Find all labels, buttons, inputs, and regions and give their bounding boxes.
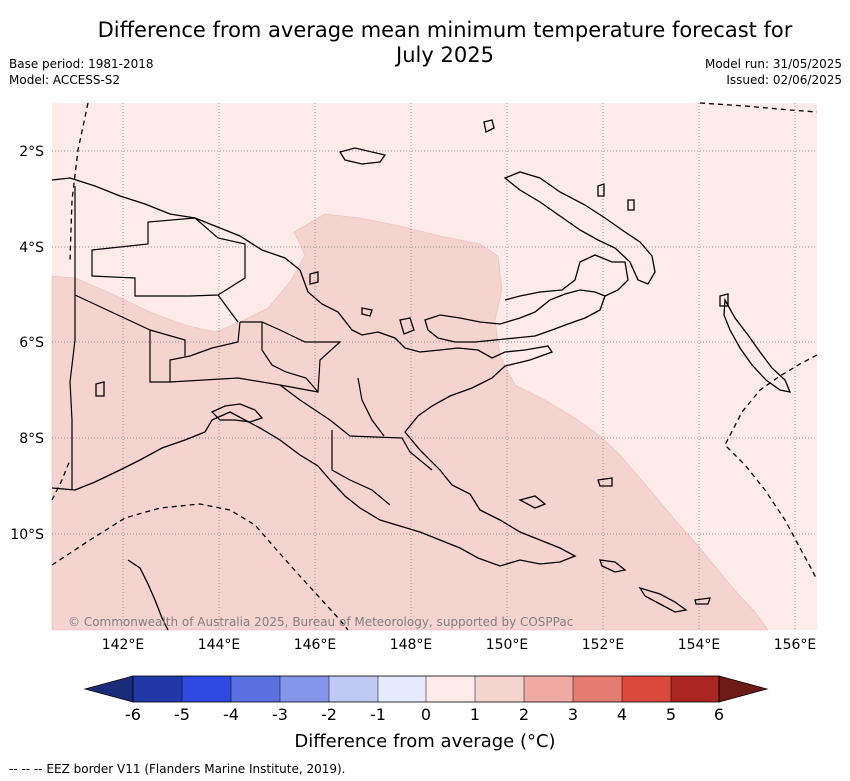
lat-tick-label: 8°S: [19, 431, 44, 447]
eez-east: [724, 354, 818, 581]
colorbar-dividers: [181, 676, 672, 702]
lon-tick-label: 154°E: [678, 637, 721, 653]
colorbar-swatch: [475, 676, 524, 702]
louisiade-2: [638, 586, 688, 613]
lon-tick-labels: 142°E 144°E 146°E 148°E 150°E 152°E 154°…: [102, 637, 817, 653]
province-border-2: [331, 430, 391, 506]
bougainville-coast: [723, 297, 792, 393]
louisiade-1: [599, 559, 627, 573]
small-island-4: [361, 307, 373, 317]
map-copyright: © Commonwealth of Australia 2025, Bureau…: [68, 615, 573, 629]
model-run: Model run: 31/05/2025: [704, 57, 842, 71]
lat-tick-label: 2°S: [19, 144, 44, 160]
lat-tick-labels: 2°S 4°S 6°S 8°S 10°S: [10, 144, 44, 543]
meta-right: Model run: 31/05/2025 Issued: 02/06/2025: [705, 56, 842, 88]
lon-tick-label: 144°E: [198, 637, 241, 653]
colorbar-tick-label: 0: [421, 705, 431, 724]
islands-east: [719, 293, 729, 307]
lat-tick-label: 6°S: [19, 335, 44, 351]
colorbar-swatch: [524, 676, 573, 702]
colorbar-tick-label: 2: [519, 705, 529, 724]
colorbar-tick-label: 1: [470, 705, 480, 724]
colorbar: -6 -5 -4 -3 -2 -1 0 1 2 3 4 5 6: [83, 675, 769, 724]
anomaly-region-1-2: [51, 213, 769, 631]
australia-cape-york: [127, 559, 169, 631]
colorbar-tick-label: 5: [666, 705, 676, 724]
province-west: [74, 294, 241, 383]
colorbar-tick-label: -5: [174, 705, 190, 724]
issued-date: Issued: 02/06/2025: [726, 73, 842, 87]
indonesia-png-border: [69, 186, 76, 490]
colorbar-swatch: [573, 676, 622, 702]
province-border-6: [261, 322, 319, 393]
colorbar-tick-label: 6: [714, 705, 724, 724]
province-border-1: [279, 384, 433, 471]
eez-west: [69, 102, 89, 261]
colorbar-swatch: [329, 676, 378, 702]
province-border-4: [217, 294, 239, 323]
colorbar-swatch: [231, 676, 280, 702]
louisiade-3: [694, 597, 711, 605]
new-britain-coast: [424, 289, 606, 343]
small-island-6: [627, 199, 635, 211]
colorbar-swatch: [133, 676, 182, 702]
colorbar-tick-label: 4: [617, 705, 627, 724]
colorbar-extend-low: [83, 675, 134, 703]
dentrecasteaux: [518, 495, 547, 509]
coastlines: [51, 119, 792, 631]
new-ireland-coast: [503, 171, 656, 285]
lon-tick-label: 142°E: [102, 637, 145, 653]
lon-tick-label: 152°E: [582, 637, 625, 653]
eez-footnote: -- -- -- EEZ border V11 (Flanders Marine…: [9, 762, 346, 776]
west-papua-inner: [91, 217, 246, 297]
small-island-2: [399, 317, 415, 335]
eez-south-west: [51, 459, 71, 501]
colorbar-tick-label: 3: [568, 705, 578, 724]
manus-island: [338, 147, 387, 165]
colorbar-tick-label: -3: [272, 705, 288, 724]
base-period: Base period: 1981-2018: [9, 57, 154, 71]
lat-tick-label: 10°S: [10, 527, 44, 543]
lat-tick-label: 4°S: [19, 240, 44, 256]
province-borders: [69, 186, 433, 506]
province-border-5: [149, 329, 186, 356]
colorbar-tick-label: -4: [223, 705, 239, 724]
colorbar-title: Difference from average (°C): [294, 731, 556, 752]
new-britain-north: [504, 254, 629, 301]
small-island-5: [597, 183, 605, 197]
colorbar-tick-label: -2: [321, 705, 337, 724]
fly-delta: [210, 403, 264, 423]
small-island-3: [309, 271, 319, 285]
province-border-3: [357, 377, 385, 437]
lon-tick-label: 156°E: [774, 637, 817, 653]
colorbar-swatch: [378, 676, 426, 702]
lon-tick-label: 146°E: [294, 637, 337, 653]
colorbar-swatch: [182, 676, 231, 702]
eez-south: [51, 503, 349, 631]
colorbar-swatch: [426, 676, 475, 702]
colorbar-swatch: [280, 676, 329, 702]
trobriand: [597, 477, 613, 487]
eez-northeast: [699, 102, 818, 113]
colorbar-extend-high: [718, 675, 769, 703]
province-mid: [169, 321, 342, 393]
new-guinea-coast: [51, 177, 577, 567]
colorbar-swatch: [622, 676, 671, 702]
map-title: Difference from average mean minimum tem…: [97, 18, 793, 67]
torres-island: [95, 381, 105, 397]
lon-tick-label: 150°E: [486, 637, 529, 653]
colorbar-swatch: [671, 676, 719, 702]
lon-tick-label: 148°E: [390, 637, 433, 653]
map-panel: © Commonwealth of Australia 2025, Bureau…: [51, 102, 818, 631]
model-name: Model: ACCESS-S2: [9, 73, 121, 87]
small-island-1: [483, 119, 495, 133]
eez-borders: [51, 102, 818, 631]
gridlines: [52, 103, 817, 630]
meta-left: Base period: 1981-2018 Model: ACCESS-S2: [9, 56, 154, 88]
colorbar-tick-label: -1: [370, 705, 386, 724]
colorbar-tick-labels: -6 -5 -4 -3 -2 -1 0 1 2 3 4 5 6: [125, 705, 724, 724]
colorbar-tick-label: -6: [125, 705, 141, 724]
